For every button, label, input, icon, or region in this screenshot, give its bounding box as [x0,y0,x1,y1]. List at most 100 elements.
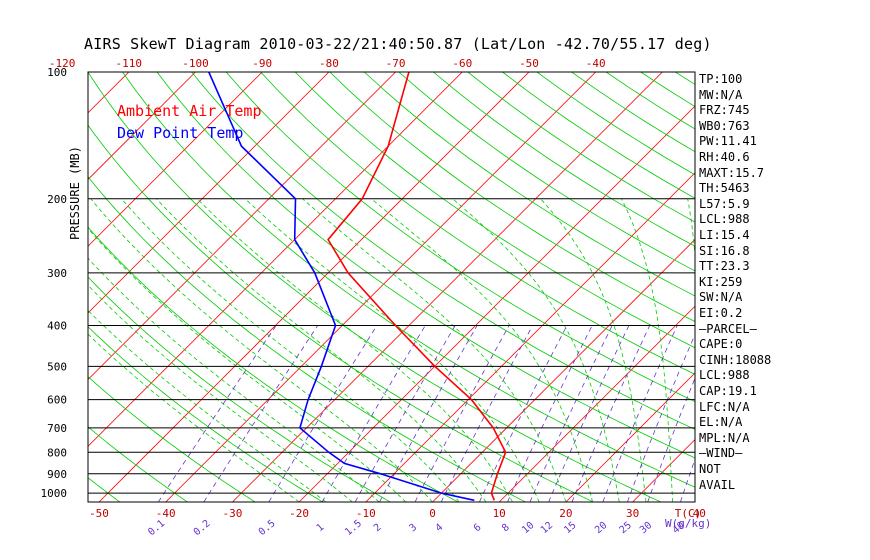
isotherm-line [88,72,330,314]
stat-item: CAP:19.1 [699,384,757,398]
dry-adiabat-line [88,226,459,502]
stat-item: TH:5463 [699,181,750,196]
mixing-ratio-line [548,325,630,502]
mixing-ratio-tick-label: 4 [434,522,446,534]
plot-frame [87,71,696,503]
isotherm-line [165,72,596,502]
mixing-ratio-line [414,325,510,502]
bottom-temp-tick-label: 20 [559,507,572,520]
bottom-temp-tick-label: 40 [693,507,706,520]
mixing-ratio-tick-label: 25 [618,520,634,536]
top-temp-tick-label: -70 [386,57,406,70]
mixing-ratio-line [268,325,378,502]
mixing-ratio-line [440,325,533,502]
moist-adiabat-line [88,227,407,502]
dry-adiabat-line [88,477,121,502]
mixing-ratio-line [627,333,695,502]
moist-adiabat-line [88,284,353,502]
stat-item: EL:N/A [699,415,743,430]
mixing-ratio-tick-label: 3 [408,522,420,534]
mixing-ratio-tick-label: 2 [372,522,384,534]
mixing-ratio-line [602,325,678,502]
stat-item: LI:15.4 [699,228,750,242]
bottom-temp-tick-label: 0 [429,507,436,520]
pressure-tick-label: 400 [47,320,67,333]
moist-adiabat-line [90,198,433,502]
dry-adiabat-line [191,72,695,430]
top-temp-tick-label: -110 [116,57,143,70]
mixing-ratio-line [529,325,613,502]
dewpoint-profile-line [208,72,475,502]
dry-adiabat-line [122,72,695,488]
stat-item: RH:40.6 [699,150,750,164]
isotherm-line [0,72,62,502]
dry-adiabat-line [88,72,662,502]
mixing-ratio-tick-label: 8 [500,522,512,534]
bottom-temp-tick-label: -20 [289,507,309,520]
bottom-temp-tick-label: -10 [356,507,376,520]
stat-item: TP:100 [699,72,743,86]
isotherm-line [98,72,530,502]
moist-adiabat-line [621,198,673,502]
moist-adiabat-line [88,309,327,502]
dry-adiabat-line [398,72,695,272]
bottom-temp-tick-label: 30 [626,507,639,520]
moist-adiabat-line [156,198,487,502]
stat-item: WB0:763 [699,118,750,133]
dry-adiabat-line [0,72,52,502]
dry-adiabat-line [88,276,391,502]
moist-adiabat-line [452,198,620,502]
pressure-tick-label: 300 [47,267,67,280]
mixing-ratio-line [647,377,695,502]
stat-item: —PARCEL— [699,321,757,336]
mixing-ratio-tick-label: 6 [472,522,484,534]
stat-item: LFC:N/A [699,399,750,414]
isotherm-line [88,72,263,247]
dry-adiabat-line [364,72,695,297]
stat-item: CAPE:0 [699,337,743,352]
dry-adiabat-line [88,426,188,502]
mixing-ratio-line [321,325,426,502]
top-temp-tick-label: -50 [519,57,539,70]
stat-item: SW:N/A [699,290,743,305]
isotherm-line [88,72,130,114]
dry-adiabat-line [88,376,256,502]
dry-adiabat-line [260,72,695,375]
stat-item: MW:N/A [699,87,743,102]
dry-adiabat-line [88,124,594,502]
isotherm-line [232,72,663,502]
pressure-tick-label: 800 [47,446,67,459]
chart-title: AIRS SkewT Diagram 2010-03-22/21:40:50.8… [84,35,712,53]
isotherm-line [565,372,695,502]
isotherm-line [88,72,196,181]
stat-item: FRZ:745 [699,103,750,118]
moist-adiabat-line [371,198,593,502]
dry-adiabat-line [88,326,324,502]
stat-item: AVAIL [699,477,736,492]
stat-item: NOT [699,462,721,476]
dry-adiabat-line [502,72,695,199]
mixing-ratio-tick-label: 1.5 [343,518,364,538]
dry-adiabat-line [225,72,695,403]
mixing-ratio-line [507,325,593,502]
bottom-temp-tick-label: -30 [222,507,242,520]
isotherm-line [498,305,695,502]
isotherm-line [298,105,695,502]
top-temp-tick-label: -60 [452,57,472,70]
temp-unit-label: T(C) [675,507,702,520]
moist-adiabat-line [88,257,380,502]
isotherm-line [432,238,695,502]
stat-item: LCL:988 [699,368,750,383]
isotherm-line [88,72,463,447]
mixing-ratio-tick-label: 0.2 [192,518,213,538]
pressure-tick-label: 1000 [41,487,68,500]
mixing-ratio-line [379,325,478,502]
pressure-tick-label: 600 [47,394,67,407]
top-temp-tick-label: -100 [182,57,209,70]
mixing-ratio-line [571,325,651,502]
dry-adiabat-line [433,72,695,247]
isotherm-line [88,72,396,381]
pressure-tick-label: 500 [47,360,67,373]
stat-item: MAXT:15.7 [699,165,765,180]
isotherm-line [833,72,870,502]
